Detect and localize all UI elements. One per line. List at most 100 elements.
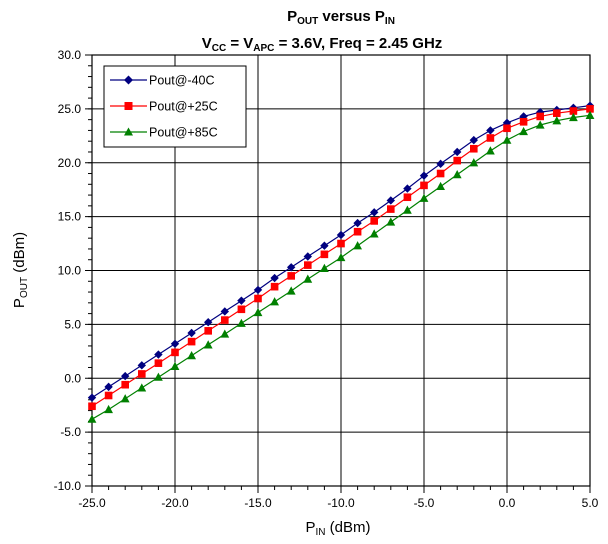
data-point — [369, 229, 379, 238]
data-point — [470, 144, 478, 153]
data-point — [170, 339, 180, 348]
data-point — [353, 218, 362, 228]
data-point — [436, 169, 445, 178]
data-point — [304, 261, 312, 269]
data-point — [403, 184, 412, 193]
y-tick-label: -10.0 — [54, 479, 82, 493]
data-point — [138, 370, 146, 378]
data-point — [469, 135, 478, 145]
y-tick-label: 30.0 — [58, 48, 82, 62]
data-point — [154, 350, 163, 359]
data-point — [270, 273, 279, 283]
data-point — [337, 239, 345, 248]
data-point — [386, 196, 395, 205]
data-point — [486, 126, 495, 135]
data-point — [320, 241, 329, 250]
data-point — [104, 382, 113, 392]
data-point — [469, 158, 479, 167]
data-point — [287, 272, 295, 280]
data-point — [453, 147, 462, 157]
legend-item-pout-minus40c: Pout@-40C — [110, 74, 215, 88]
data-point — [253, 285, 263, 295]
y-tick-label: 5.0 — [64, 317, 81, 331]
data-point — [303, 252, 312, 261]
data-point — [336, 230, 346, 240]
x-tick-label: -5.0 — [414, 496, 435, 510]
y-axis-label: POUT (dBm) — [11, 232, 30, 308]
chart-title-line1: POUT versus PIN — [287, 8, 395, 27]
data-point — [386, 217, 396, 226]
triangle-marker-icon — [124, 127, 133, 136]
diamond-marker-icon — [124, 75, 133, 85]
data-point — [553, 109, 561, 117]
data-point — [237, 318, 246, 327]
data-point — [286, 286, 296, 295]
data-point — [536, 107, 545, 117]
data-point — [270, 297, 279, 306]
data-point — [187, 351, 196, 360]
legend-label: Pout@-40C — [149, 74, 215, 88]
data-point — [403, 193, 412, 202]
data-point — [353, 241, 362, 250]
y-tick-label: 0.0 — [64, 371, 81, 385]
plot-frame — [91, 54, 591, 487]
data-point — [519, 118, 528, 126]
data-point — [436, 181, 445, 191]
data-point — [203, 340, 213, 349]
data-point — [221, 316, 229, 324]
data-point — [585, 110, 595, 119]
data-point — [336, 252, 346, 262]
y-tick-label: 10.0 — [58, 264, 82, 278]
data-point — [353, 227, 362, 236]
x-tick-label: 0.0 — [499, 496, 516, 510]
data-point — [137, 383, 147, 392]
x-tick-label: -10.0 — [327, 496, 355, 510]
data-point — [104, 404, 113, 414]
data-point — [370, 208, 379, 217]
legend-item-pout-plus25c: Pout@+25C — [110, 100, 218, 114]
data-point — [87, 393, 97, 402]
data-point — [270, 282, 279, 291]
data-point — [519, 126, 528, 136]
data-point — [104, 391, 113, 400]
legend: Pout@-40C Pout@+25C Pout@+85C — [103, 65, 247, 148]
data-point — [254, 294, 262, 303]
data-point — [453, 156, 461, 165]
data-point — [586, 105, 594, 113]
data-point — [120, 394, 130, 403]
data-point — [187, 337, 196, 346]
data-point — [287, 263, 296, 272]
data-point — [535, 120, 545, 129]
data-point — [220, 307, 229, 316]
data-point — [204, 327, 212, 335]
data-point — [569, 112, 578, 122]
data-point — [486, 146, 495, 155]
data-point — [170, 361, 180, 370]
data-point — [536, 112, 544, 121]
data-point — [503, 124, 511, 133]
data-point — [403, 205, 412, 214]
data-point — [303, 274, 313, 283]
y-tick-label: 15.0 — [58, 210, 82, 224]
x-axis-label: PIN (dBm) — [305, 519, 370, 538]
data-point — [320, 250, 329, 259]
x-tick-label: -15.0 — [244, 496, 272, 510]
data-point — [88, 402, 96, 411]
legend-label: Pout@+25C — [149, 100, 218, 114]
data-point — [320, 263, 329, 272]
data-point — [87, 414, 97, 423]
data-point — [237, 296, 246, 305]
data-point — [420, 181, 428, 190]
x-tick-label: 5.0 — [582, 496, 599, 510]
data-point — [171, 348, 179, 357]
data-point — [419, 193, 429, 202]
y-tick-label: 25.0 — [58, 102, 82, 116]
data-point — [187, 328, 196, 338]
data-point — [121, 371, 130, 381]
legend-label: Pout@+85C — [149, 126, 218, 140]
data-point — [452, 170, 462, 179]
data-point — [436, 159, 445, 169]
data-point — [154, 359, 163, 367]
data-point — [569, 107, 578, 115]
